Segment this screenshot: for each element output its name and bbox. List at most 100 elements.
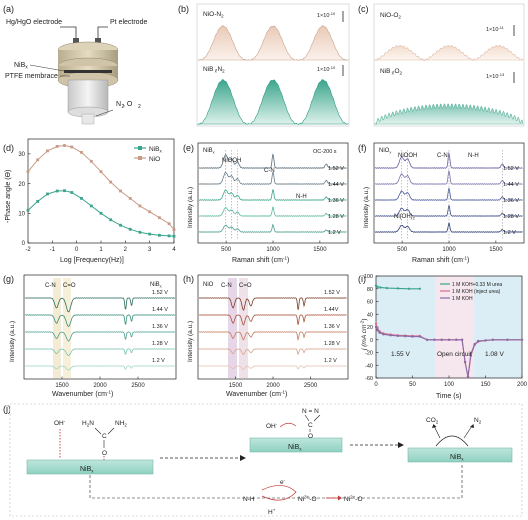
panel-d-series	[26, 144, 176, 238]
d-point	[55, 145, 59, 148]
i-point	[433, 338, 436, 341]
g-traces-trace-0	[24, 297, 176, 313]
nio-n2-label: NiO-N2	[203, 11, 224, 19]
h-band-cn	[228, 278, 237, 378]
d-point	[26, 208, 30, 212]
nib-box-right	[407, 447, 513, 463]
i-region-3-label: 1.08 V	[485, 351, 504, 358]
e-tag-nib: NiBx	[203, 148, 215, 155]
panel-e-letter: (e)	[183, 143, 194, 153]
h-traces-trace-1	[198, 314, 347, 326]
d-point	[167, 222, 171, 226]
i-point	[455, 338, 458, 341]
i-point	[411, 335, 414, 338]
nib-box-right-label: NiBx	[450, 454, 464, 462]
i-point	[379, 286, 382, 289]
gas-chamber	[67, 79, 109, 113]
i-point	[469, 352, 473, 355]
d-point	[63, 189, 66, 193]
f-volts-label: 1.44 V	[503, 182, 519, 188]
j-cycle-ellipse	[261, 485, 297, 501]
i-ytick-label: -40	[365, 363, 373, 369]
f-tag-nh: N-H	[468, 153, 479, 159]
panel-d-letter: (d)	[3, 143, 14, 153]
j-o2: O	[308, 433, 313, 440]
panel-c: (c) NiO-O2 NiB -O2 x 1×10-11 1×10-13	[358, 3, 525, 127]
d-point	[80, 151, 83, 154]
e-traces-trace-4	[198, 223, 347, 233]
i-point	[396, 287, 400, 290]
g-volts-label: 1.2 V	[152, 358, 165, 364]
i-xtick-label: 0	[374, 382, 378, 388]
e-traces-trace-1	[198, 171, 347, 185]
d-point	[148, 210, 152, 214]
f-volts-label: 1.36 V	[503, 198, 519, 204]
h-volts-label: 1.36 V	[324, 324, 340, 330]
i-xtick-label: 100	[444, 382, 455, 388]
j-co2-arrow-head	[432, 424, 437, 428]
f-traces-trace-4	[374, 222, 523, 233]
panel-e-xlabel: Raman shift (cm-1)	[232, 256, 289, 265]
nio-o2-label: NiO-O2	[380, 12, 401, 20]
panel-i: (i) -60 -40 -20 0 20 40 60 80 100 0 50 100 150 200 1…	[358, 274, 528, 400]
gas-label: N , O	[116, 101, 133, 108]
j-bond-cn1	[94, 427, 102, 435]
e-volts-label: 1.36 V	[328, 198, 344, 204]
e-traces-trace-3	[198, 206, 347, 217]
d-point	[138, 230, 142, 234]
h-tag-nio: NiO	[203, 282, 214, 288]
legend-nio: NiO	[149, 156, 160, 163]
j-bond-cn2	[107, 427, 115, 435]
nio-n2-trace	[197, 25, 349, 61]
i-region-2-label: Open circuit	[437, 351, 472, 358]
d-xtick-label: 1	[99, 247, 103, 253]
i-point	[520, 338, 524, 341]
i-point	[418, 335, 421, 338]
d-point	[55, 189, 59, 193]
j-oh-middle-arrow	[279, 422, 297, 428]
nib-label: NiBx	[14, 62, 28, 71]
gas-sub-o2: 2	[138, 104, 141, 110]
panel-d-y-ticks: 0 10 20 30	[18, 152, 31, 247]
e-traces-trace-0	[198, 153, 347, 169]
d-ytick-label: 30	[18, 152, 25, 158]
f-volts-label: 1.28 V	[503, 214, 519, 220]
panel-h-traces	[198, 297, 347, 370]
nib-box-left	[26, 459, 154, 475]
j-arrow-1-head	[240, 455, 246, 461]
i-point	[418, 287, 421, 290]
panel-i-ylabel: j (mA cm-2)	[360, 318, 369, 351]
i-point	[376, 329, 379, 332]
panel-i-series	[374, 284, 524, 378]
panel-j-letter: (j)	[3, 404, 11, 414]
panel-d-axes	[27, 138, 175, 244]
e-volts-label: 1.44 V	[328, 182, 344, 188]
h-xticks-tick-label: 2000	[266, 383, 280, 389]
d-point	[158, 216, 161, 220]
e-tag-nh: N-H	[296, 194, 307, 200]
nib-box-middle-label: NiBx	[288, 444, 302, 452]
j-co2: CO2	[426, 417, 439, 425]
h-volts-label: 1.44V	[324, 307, 339, 313]
g-tag-co: C=O	[63, 283, 76, 289]
i-point	[404, 335, 407, 338]
panel-j: (j) NiBx OH- H2N NH2 C O NiBx OH- N = N …	[3, 403, 523, 517]
d-ytick-label: 20	[18, 182, 25, 188]
d-point	[167, 234, 171, 238]
d-point	[89, 204, 93, 208]
i-point	[466, 375, 470, 378]
i-xtick-label: 50	[409, 382, 416, 388]
panel-a: (a) Hg/HgO electrode Pt electrode NiBx P…	[3, 4, 147, 125]
h-traces-trace-2	[198, 331, 347, 341]
d-point	[70, 191, 74, 194]
d-point	[128, 197, 132, 200]
g-volts-label: 1.52 V	[152, 290, 168, 296]
panel-f-voltage-labels: 1.52 V 1.44 V 1.36 V 1.28 V 1.2 V	[503, 166, 519, 236]
d-point	[46, 149, 49, 153]
gas-arrow	[95, 109, 114, 117]
j-c: C	[102, 433, 107, 440]
j-co2-arrow	[433, 425, 441, 439]
pt-lead	[97, 26, 108, 40]
panel-i-y-ticks: -60 -40 -20 0 20 40 60 80 100	[364, 274, 379, 382]
e-traces-trace-2	[198, 189, 347, 201]
